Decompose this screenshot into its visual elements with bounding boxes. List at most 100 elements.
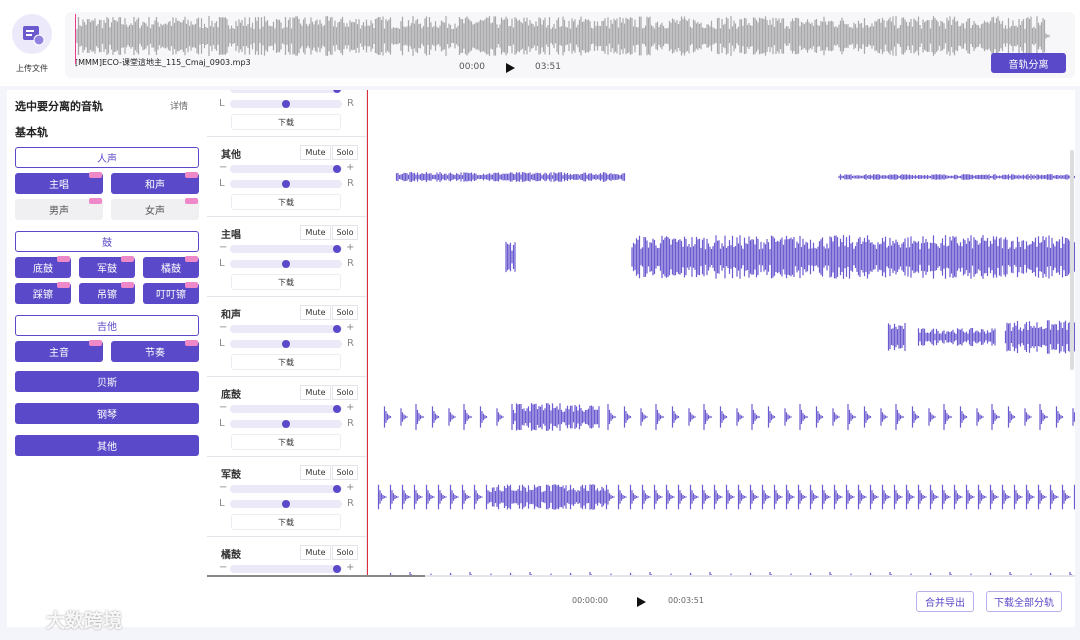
total-time: 03:51 bbox=[535, 62, 561, 72]
volume-plus[interactable]: + bbox=[346, 482, 355, 493]
track-row: + L R 下载 bbox=[207, 90, 366, 137]
volume-plus[interactable]: + bbox=[346, 162, 355, 173]
mute-button[interactable]: Mute bbox=[300, 465, 331, 480]
upload-label: 上传文件 bbox=[16, 64, 48, 73]
volume-minus[interactable]: − bbox=[219, 242, 228, 253]
separate-button[interactable]: 音轨分离 bbox=[991, 53, 1066, 73]
pan-right: R bbox=[347, 418, 354, 429]
volume-knob[interactable] bbox=[333, 325, 341, 333]
badge bbox=[121, 282, 134, 288]
track-option[interactable]: 男声 bbox=[15, 199, 103, 220]
track-option[interactable]: 其他 bbox=[15, 435, 199, 456]
volume-slider[interactable] bbox=[230, 165, 342, 173]
volume-slider[interactable] bbox=[230, 245, 342, 253]
track-option[interactable]: 主唱 bbox=[15, 173, 103, 194]
volume-plus[interactable]: + bbox=[346, 562, 355, 573]
track-option[interactable]: 主音 bbox=[15, 341, 103, 362]
download-button[interactable]: 下载 bbox=[231, 434, 341, 450]
download-button[interactable]: 下载 bbox=[231, 114, 341, 130]
merge-button[interactable]: 合并导出 bbox=[916, 591, 974, 612]
download-button[interactable]: 下载 bbox=[231, 514, 341, 530]
progress-track bbox=[207, 575, 1075, 577]
pan-knob[interactable] bbox=[282, 260, 290, 268]
solo-button[interactable]: Solo bbox=[332, 465, 358, 480]
track-option[interactable]: 节奏 bbox=[111, 341, 199, 362]
track-option[interactable]: 橘鼓 bbox=[143, 257, 199, 278]
mute-button[interactable]: Mute bbox=[300, 145, 331, 160]
volume-minus[interactable]: − bbox=[219, 562, 228, 573]
footer-play[interactable] bbox=[628, 589, 654, 615]
download-button[interactable]: 下载 bbox=[231, 274, 341, 290]
volume-minus[interactable]: − bbox=[219, 162, 228, 173]
solo-button[interactable]: Solo bbox=[332, 305, 358, 320]
track-option[interactable]: 底鼓 bbox=[15, 257, 71, 278]
track-option[interactable]: 军鼓 bbox=[79, 257, 135, 278]
volume-knob[interactable] bbox=[333, 90, 341, 93]
scrollbar[interactable] bbox=[1070, 150, 1074, 370]
volume-slider[interactable] bbox=[230, 485, 342, 493]
solo-button[interactable]: Solo bbox=[332, 145, 358, 160]
track-option[interactable]: 叮叮镲 bbox=[143, 283, 199, 304]
volume-minus[interactable]: − bbox=[219, 322, 228, 333]
pan-knob[interactable] bbox=[282, 420, 290, 428]
solo-button[interactable]: Solo bbox=[332, 545, 358, 560]
section-title: 基本轨 bbox=[15, 126, 48, 139]
pan-left: L bbox=[219, 258, 225, 269]
playhead bbox=[367, 90, 368, 575]
mute-button[interactable]: Mute bbox=[300, 545, 331, 560]
volume-knob[interactable] bbox=[333, 165, 341, 173]
pan-left: L bbox=[219, 418, 225, 429]
volume-knob[interactable] bbox=[333, 565, 341, 573]
group-button[interactable]: 鼓 bbox=[15, 231, 199, 252]
volume-plus[interactable]: + bbox=[346, 402, 355, 413]
volume-minus[interactable]: − bbox=[219, 402, 228, 413]
volume-knob[interactable] bbox=[333, 405, 341, 413]
waveform bbox=[383, 403, 1075, 431]
progress-thumb[interactable] bbox=[207, 575, 425, 577]
pan-knob[interactable] bbox=[282, 500, 290, 508]
mute-button[interactable]: Mute bbox=[300, 225, 331, 240]
pan-knob[interactable] bbox=[282, 340, 290, 348]
download-all-button[interactable]: 下载全部分轨 bbox=[986, 591, 1062, 612]
track-option[interactable]: 贝斯 bbox=[15, 371, 199, 392]
pan-right: R bbox=[347, 98, 354, 109]
volume-slider[interactable] bbox=[230, 90, 342, 93]
pan-knob[interactable] bbox=[282, 100, 290, 108]
volume-knob[interactable] bbox=[333, 245, 341, 253]
file-name: [MMM]ECO-课堂這地主_115_Cmaj_0903.mp3 bbox=[75, 58, 251, 67]
group-button[interactable]: 人声 bbox=[15, 147, 199, 168]
waveform bbox=[887, 320, 1075, 354]
volume-knob[interactable] bbox=[333, 485, 341, 493]
pan-right: R bbox=[347, 338, 354, 349]
volume-plus[interactable]: + bbox=[346, 90, 354, 93]
details-link[interactable]: 详情 bbox=[170, 102, 189, 112]
volume-slider[interactable] bbox=[230, 565, 342, 573]
play-glyph bbox=[637, 597, 646, 607]
solo-button[interactable]: Solo bbox=[332, 385, 358, 400]
track-option[interactable]: 和声 bbox=[111, 173, 199, 194]
watermark: 大数跨境 bbox=[46, 610, 123, 632]
mute-button[interactable]: Mute bbox=[300, 385, 331, 400]
volume-minus[interactable]: − bbox=[219, 482, 228, 493]
solo-button[interactable]: Solo bbox=[332, 225, 358, 240]
mute-button[interactable]: Mute bbox=[300, 305, 331, 320]
track-option[interactable]: 钢琴 bbox=[15, 403, 199, 424]
volume-slider[interactable] bbox=[230, 405, 342, 413]
badge bbox=[89, 172, 102, 178]
badge bbox=[57, 282, 70, 288]
volume-plus[interactable]: + bbox=[346, 322, 355, 333]
pan-knob[interactable] bbox=[282, 180, 290, 188]
track-option[interactable]: 吊镲 bbox=[79, 283, 135, 304]
upload-icon[interactable] bbox=[12, 14, 52, 54]
header-play[interactable] bbox=[497, 57, 523, 79]
volume-slider[interactable] bbox=[230, 325, 342, 333]
download-button[interactable]: 下载 bbox=[231, 354, 341, 370]
button-label: 音轨分离 bbox=[1008, 59, 1049, 71]
group-button[interactable]: 吉他 bbox=[15, 315, 199, 336]
track-row: 底鼓 Mute Solo − + L R 下载 bbox=[207, 377, 366, 457]
track-option[interactable]: 踩镲 bbox=[15, 283, 71, 304]
waveform bbox=[377, 484, 1075, 510]
track-option[interactable]: 女声 bbox=[111, 199, 199, 220]
download-button[interactable]: 下载 bbox=[231, 194, 341, 210]
volume-plus[interactable]: + bbox=[346, 242, 355, 253]
